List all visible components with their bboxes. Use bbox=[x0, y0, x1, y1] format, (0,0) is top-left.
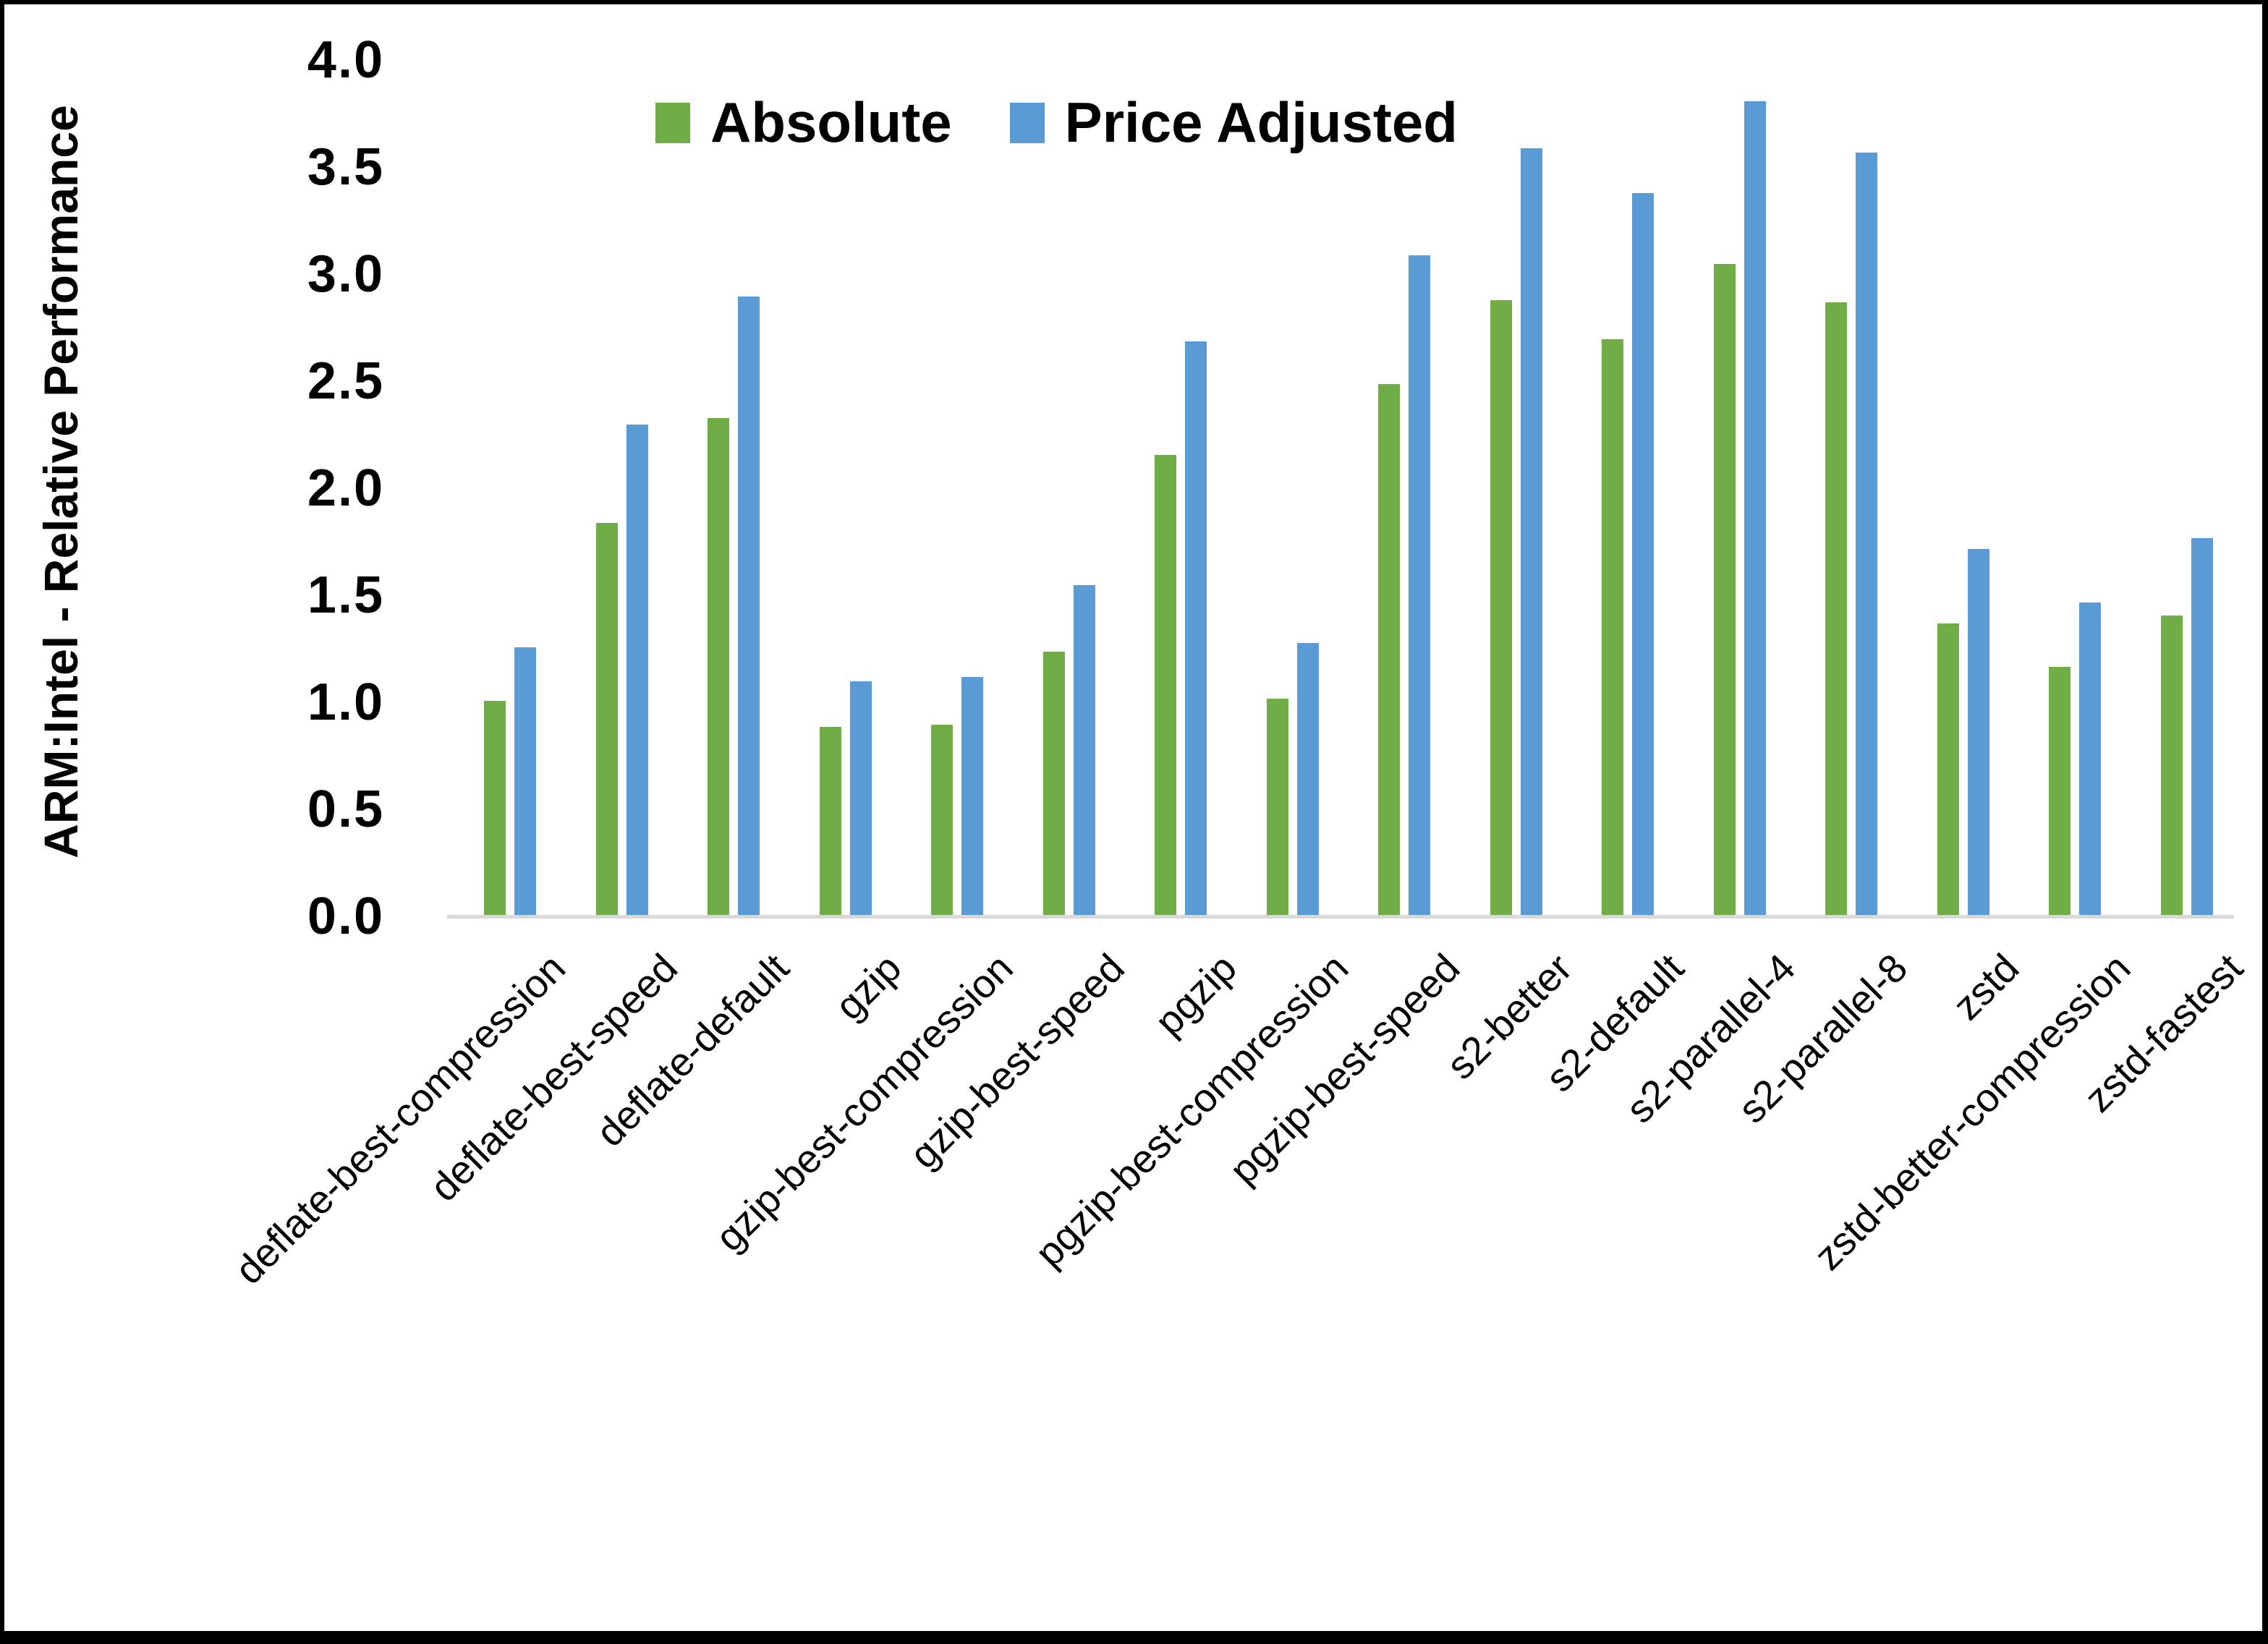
x-category-label: deflate-default bbox=[587, 945, 798, 1156]
x-category-label: zstd bbox=[1944, 945, 2028, 1028]
bar-absolute bbox=[596, 523, 618, 915]
bar-absolute bbox=[820, 727, 841, 915]
y-tick-label: 2.0 bbox=[307, 459, 384, 517]
bar-price-adjusted bbox=[2191, 538, 2213, 915]
bar-absolute bbox=[1602, 339, 1623, 915]
y-tick-label: 0.5 bbox=[307, 780, 384, 838]
y-axis-title-container: ARM:Intel - Relative Performance bbox=[17, 4, 104, 959]
x-category-label: gzip bbox=[825, 945, 910, 1028]
bar-absolute bbox=[1490, 300, 1512, 915]
bar-absolute bbox=[1825, 302, 1847, 915]
bar-price-adjusted bbox=[1521, 148, 1542, 915]
bar-absolute bbox=[1937, 623, 1959, 915]
bar-price-adjusted bbox=[961, 677, 983, 915]
bar-price-adjusted bbox=[1744, 101, 1766, 915]
bar-price-adjusted bbox=[1185, 341, 1207, 915]
legend-item-price-adjusted: Price Adjusted bbox=[1009, 90, 1458, 156]
x-category-label: pgzip bbox=[1145, 945, 1245, 1044]
bar-price-adjusted bbox=[1074, 585, 1095, 915]
bar-price-adjusted bbox=[738, 297, 760, 915]
x-axis-line bbox=[447, 915, 2234, 919]
bar-absolute bbox=[2161, 616, 2183, 915]
bar-price-adjusted bbox=[514, 647, 536, 915]
legend-item-absolute: Absolute bbox=[655, 90, 952, 156]
bar-price-adjusted bbox=[1856, 153, 1877, 915]
y-tick-label: 4.0 bbox=[307, 31, 384, 89]
bar-absolute bbox=[1155, 455, 1176, 915]
bar-price-adjusted bbox=[1297, 643, 1319, 915]
bar-price-adjusted bbox=[1409, 255, 1430, 915]
legend-swatch-price-adjusted bbox=[1009, 102, 1045, 143]
y-axis-title: ARM:Intel - Relative Performance bbox=[34, 105, 88, 859]
bar-absolute bbox=[484, 701, 506, 915]
y-tick-label: 2.5 bbox=[307, 352, 384, 410]
bar-price-adjusted bbox=[627, 425, 648, 915]
y-tick-label: 3.5 bbox=[307, 138, 384, 196]
y-tick-label: 1.5 bbox=[307, 566, 384, 624]
bar-absolute bbox=[1378, 384, 1400, 915]
legend: Absolute Price Adjusted bbox=[655, 90, 1458, 156]
bar-absolute bbox=[1043, 652, 1065, 915]
bar-absolute bbox=[2049, 667, 2070, 915]
bar-absolute bbox=[931, 725, 953, 915]
legend-label-absolute: Absolute bbox=[710, 90, 952, 154]
y-tick-label: 0.0 bbox=[307, 887, 384, 945]
bar-absolute bbox=[708, 418, 729, 915]
bar-price-adjusted bbox=[850, 681, 872, 915]
y-tick-label: 1.0 bbox=[307, 673, 384, 731]
y-tick-label: 3.0 bbox=[307, 245, 384, 303]
bar-price-adjusted bbox=[1968, 549, 1989, 915]
legend-swatch-absolute bbox=[655, 102, 690, 143]
bar-price-adjusted bbox=[1632, 193, 1654, 915]
bar-price-adjusted bbox=[2079, 602, 2101, 915]
legend-label-price-adjusted: Price Adjusted bbox=[1064, 90, 1458, 154]
bar-absolute bbox=[1714, 264, 1736, 915]
bar-absolute bbox=[1267, 699, 1288, 915]
